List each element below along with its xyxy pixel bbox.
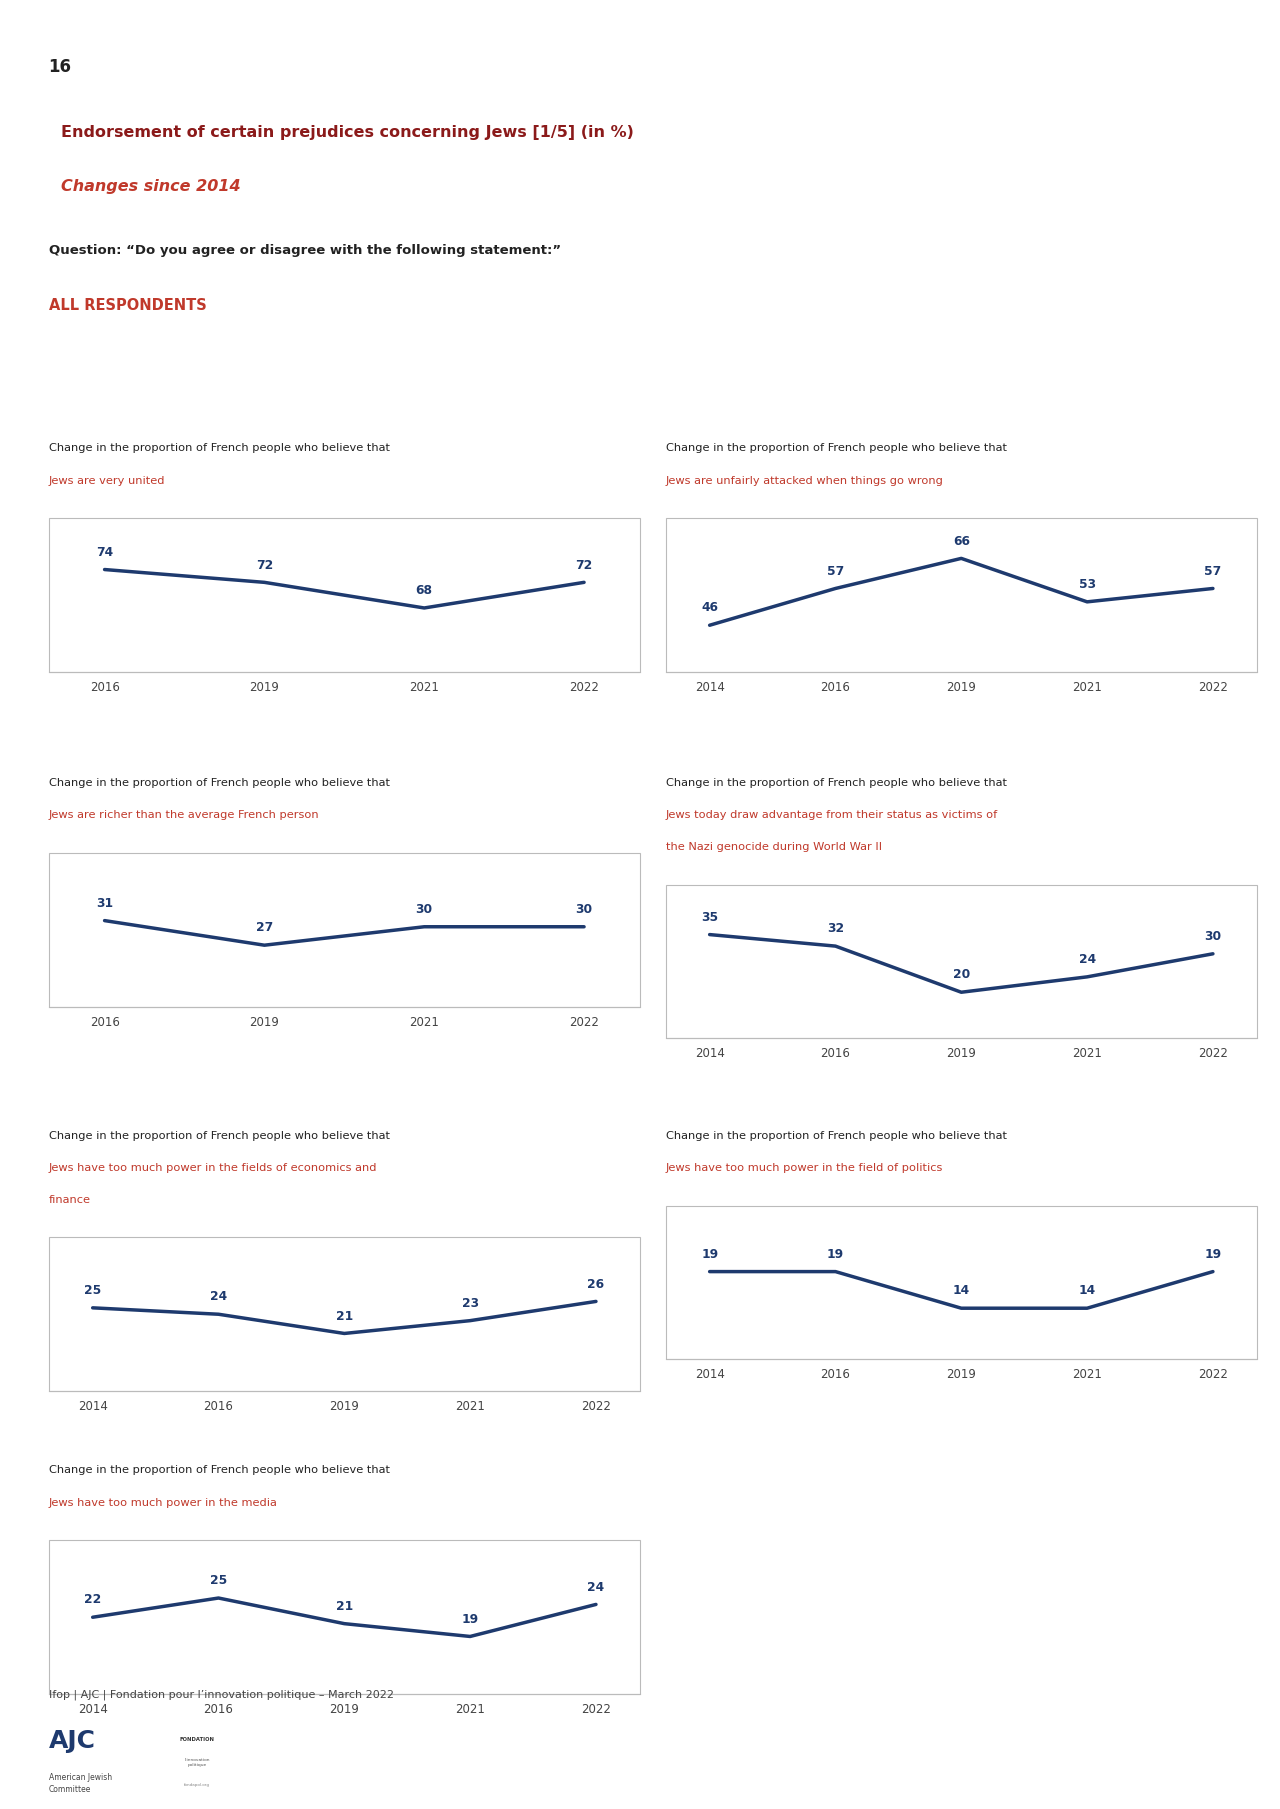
Text: 57: 57 [1204, 564, 1221, 577]
Text: 31: 31 [96, 897, 113, 910]
Text: ALL RESPONDENTS: ALL RESPONDENTS [49, 298, 206, 313]
Text: FONDATION: FONDATION [179, 1737, 215, 1742]
Text: 23: 23 [462, 1297, 479, 1310]
Text: 24: 24 [588, 1581, 604, 1594]
Text: 30: 30 [576, 903, 593, 915]
Text: Change in the proportion of French people who believe that: Change in the proportion of French peopl… [666, 443, 1006, 454]
Text: Changes since 2014: Changes since 2014 [61, 179, 241, 194]
Text: Change in the proportion of French people who believe that: Change in the proportion of French peopl… [49, 443, 389, 454]
Text: 19: 19 [701, 1248, 718, 1261]
Text: 26: 26 [588, 1277, 604, 1290]
Text: Change in the proportion of French people who believe that: Change in the proportion of French peopl… [49, 1131, 389, 1141]
Text: 14: 14 [952, 1284, 970, 1297]
Text: 57: 57 [827, 564, 844, 577]
Text: 27: 27 [256, 921, 273, 935]
Text: 74: 74 [96, 546, 113, 559]
Text: 19: 19 [827, 1248, 844, 1261]
Text: Change in the proportion of French people who believe that: Change in the proportion of French peopl… [49, 778, 389, 789]
Text: 25: 25 [210, 1574, 227, 1586]
Text: 19: 19 [462, 1612, 479, 1626]
Text: 21: 21 [335, 1310, 353, 1322]
Text: Ifop | AJC | Fondation pour l’innovation politique – March 2022: Ifop | AJC | Fondation pour l’innovation… [49, 1690, 394, 1700]
Text: Question: “Do you agree or disagree with the following statement:”: Question: “Do you agree or disagree with… [49, 244, 561, 257]
Text: 16: 16 [49, 58, 72, 76]
Text: Change in the proportion of French people who believe that: Change in the proportion of French peopl… [666, 778, 1006, 789]
Text: 30: 30 [416, 903, 433, 915]
Text: American Jewish
Committee: American Jewish Committee [49, 1773, 111, 1793]
Text: 19: 19 [1204, 1248, 1221, 1261]
Text: 35: 35 [701, 910, 718, 924]
Text: Jews have too much power in the media: Jews have too much power in the media [49, 1498, 278, 1509]
Text: l'innovation
politique: l'innovation politique [184, 1758, 210, 1767]
Text: Jews are richer than the average French person: Jews are richer than the average French … [49, 810, 319, 821]
Text: Jews have too much power in the field of politics: Jews have too much power in the field of… [666, 1163, 943, 1174]
Text: 66: 66 [952, 535, 970, 548]
Text: 32: 32 [827, 923, 844, 935]
Text: 72: 72 [576, 559, 593, 572]
Text: Endorsement of certain prejudices concerning Jews [1/5] (in %): Endorsement of certain prejudices concer… [61, 125, 635, 139]
Text: 22: 22 [84, 1594, 101, 1606]
Text: Jews have too much power in the fields of economics and: Jews have too much power in the fields o… [49, 1163, 378, 1174]
Text: 53: 53 [1079, 579, 1096, 592]
Text: Change in the proportion of French people who believe that: Change in the proportion of French peopl… [49, 1465, 389, 1476]
Text: 46: 46 [701, 601, 718, 615]
Text: 20: 20 [952, 968, 970, 982]
Text: Jews are unfairly attacked when things go wrong: Jews are unfairly attacked when things g… [666, 476, 943, 487]
Text: 24: 24 [210, 1290, 227, 1304]
Text: 30: 30 [1204, 930, 1221, 942]
Text: Change in the proportion of French people who believe that: Change in the proportion of French peopl… [666, 1131, 1006, 1141]
Text: 25: 25 [84, 1284, 101, 1297]
Text: fondapol.org: fondapol.org [184, 1784, 210, 1787]
Text: 24: 24 [1079, 953, 1096, 966]
Text: 72: 72 [256, 559, 273, 572]
Text: AJC: AJC [49, 1729, 96, 1753]
Text: 14: 14 [1079, 1284, 1096, 1297]
Text: Jews are very united: Jews are very united [49, 476, 165, 487]
Text: 68: 68 [416, 584, 433, 597]
Text: finance: finance [49, 1196, 91, 1205]
Text: Jews today draw advantage from their status as victims of: Jews today draw advantage from their sta… [666, 810, 998, 821]
Text: 21: 21 [335, 1599, 353, 1614]
Text: the Nazi genocide during World War II: the Nazi genocide during World War II [666, 843, 882, 852]
